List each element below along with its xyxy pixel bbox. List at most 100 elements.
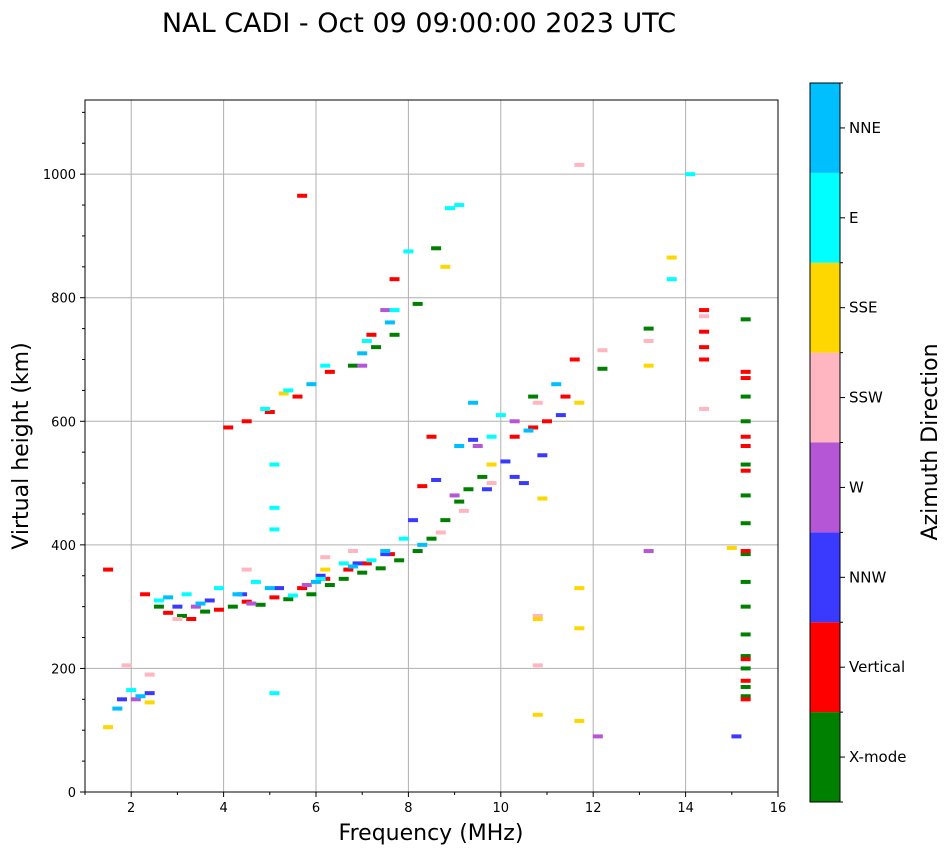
colorbar-label: SSE [849,299,878,317]
data-point [311,579,321,584]
data-point [449,493,460,498]
data-point [352,561,363,566]
data-point [477,474,488,479]
data-point [740,493,751,498]
data-point [144,691,155,696]
data-point [130,697,141,702]
data-point [301,583,312,588]
grid-lines [85,100,779,793]
series-x-mode [153,246,751,699]
data-point [357,570,368,575]
data-point [699,345,710,350]
data-point [269,691,280,696]
data-point [200,609,211,614]
data-point [740,394,751,399]
data-point [292,394,303,399]
data-point [213,607,224,612]
data-point [357,363,368,368]
data-point [560,394,571,399]
data-point [223,425,234,430]
data-point [153,604,164,609]
data-point [241,567,252,572]
x-axis-title: Frequency (MHz) [339,821,524,846]
data-point [666,255,677,260]
data-point [699,314,710,319]
data-point [726,545,737,550]
data-point [740,666,751,671]
data-point [121,663,132,668]
data-point [324,583,335,588]
data-point [569,357,580,362]
data-point [181,592,192,597]
data-point [186,617,197,621]
data-point [227,604,238,609]
series-e [126,172,696,696]
data-point [518,481,529,486]
colorbar-segment [810,172,840,263]
data-point [509,474,520,479]
data-point [468,400,479,405]
data-point [500,459,511,464]
data-point [269,462,280,467]
data-point [740,419,751,424]
data-point [532,617,543,621]
data-point [255,602,266,607]
data-point [297,193,308,198]
x-tick-label: 12 [585,801,602,816]
data-point [380,552,391,557]
data-point [366,558,377,563]
data-point [740,462,751,467]
data-point [551,382,562,387]
data-point [246,601,257,606]
data-point [528,425,539,430]
data-point [740,444,751,448]
data-point [523,428,534,433]
data-point [172,617,183,621]
data-point [163,610,174,615]
colorbar-segment [810,442,840,533]
data-point [495,413,506,418]
data-point [542,419,552,424]
data-point [324,369,335,374]
data-point [435,530,446,535]
y-tick-label: 800 [51,292,76,307]
data-point [408,518,419,523]
data-point [592,734,603,739]
data-point [454,203,465,208]
data-point [740,434,751,439]
data-point [195,601,206,606]
data-point [371,345,382,350]
data-point [287,593,298,598]
data-point [481,487,492,492]
data-point [338,561,349,566]
series-w [130,308,654,739]
data-point [283,388,294,393]
data-point [740,684,751,689]
colorbar-segment [810,262,840,353]
colorbar-segment [810,622,840,713]
data-point [472,444,483,448]
data-point [643,338,654,343]
data-point [740,654,751,659]
data-point [431,477,442,482]
data-point [740,468,751,473]
data-point [347,363,358,368]
data-point [431,246,442,251]
data-point [454,444,465,448]
colorbar-frame [809,82,841,803]
data-point [740,552,751,557]
data-point [361,338,372,343]
colorbar-label: Vertical [849,658,905,676]
data-point [103,567,114,572]
x-tick-label: 4 [219,801,227,816]
data-point [241,419,252,424]
data-point [574,400,585,405]
data-point [177,613,188,618]
data-point [412,301,423,306]
data-point [699,406,710,411]
y-tick-label: 0 [68,786,76,801]
data-point [740,694,751,699]
colorbar-segment [810,712,840,802]
data-point [269,527,280,532]
x-tick-label: 10 [493,801,510,816]
